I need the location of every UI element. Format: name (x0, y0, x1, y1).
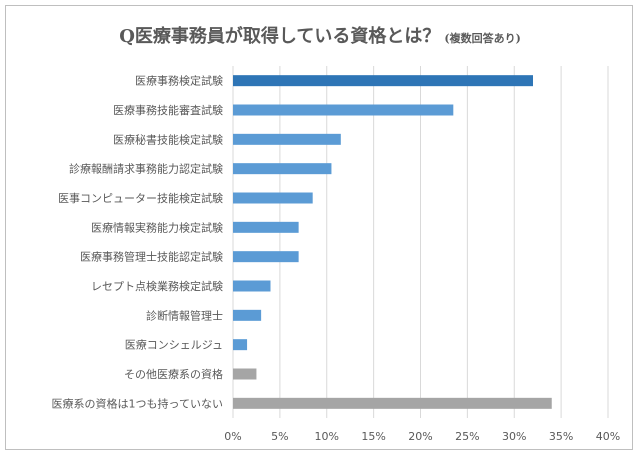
category-label: 医療事務技能審査試験 (113, 103, 223, 117)
bar (233, 221, 299, 233)
category-label: 医療事務管理士技能認定試験 (80, 250, 223, 264)
category-label: 診断情報管理士 (146, 308, 223, 322)
bar (233, 163, 332, 175)
category-label: 診療報酬請求事務能力認定試験 (69, 162, 223, 176)
x-tick-label: 20% (408, 430, 432, 443)
chart-title: Q医療事務員が取得している資格とは？ (119, 26, 441, 47)
bar (233, 368, 257, 380)
category-label: その他医療系の資格 (124, 367, 223, 381)
category-label: レセプト点検業務検定試験 (91, 279, 223, 293)
x-tick-label: 10% (315, 430, 339, 443)
x-tick-label: 35% (549, 430, 573, 443)
chart-subtitle: (複数回答あり) (444, 32, 521, 45)
bar (233, 339, 248, 351)
bar (233, 192, 313, 204)
bar (233, 133, 341, 145)
category-label: 医療事務検定試験 (135, 74, 223, 88)
x-tick-labels: 0% 5% 10% 15% 20% 25% 30% 35% 40% (224, 430, 620, 443)
chart-title-block: Q医療事務員が取得している資格とは？ (複数回答あり) (0, 22, 640, 48)
x-tick-label: 0% (224, 430, 241, 443)
bar (233, 397, 552, 409)
bar (233, 75, 533, 87)
category-label: 医療系の資格は1つも持っていない (52, 396, 223, 410)
gridlines (232, 66, 609, 418)
x-tick-label: 5% (271, 430, 288, 443)
bars (233, 75, 552, 409)
category-label: 医事コンピューター技能検定試験 (58, 191, 223, 205)
bar (233, 104, 454, 116)
x-tick-label: 40% (596, 430, 620, 443)
category-label: 医療コンシェルジュ (125, 338, 223, 352)
bar (233, 251, 299, 263)
x-tick-label: 15% (361, 430, 385, 443)
x-tick-label: 25% (455, 430, 479, 443)
category-labels: 医療事務検定試験医療事務技能審査試験医療秘書技能検定試験診療報酬請求事務能力認定… (52, 74, 223, 411)
x-tick-label: 30% (502, 430, 526, 443)
bar (233, 280, 271, 292)
bar (233, 309, 262, 321)
category-label: 医療情報実務能力検定試験 (91, 220, 223, 234)
category-label: 医療秘書技能検定試験 (113, 132, 223, 146)
